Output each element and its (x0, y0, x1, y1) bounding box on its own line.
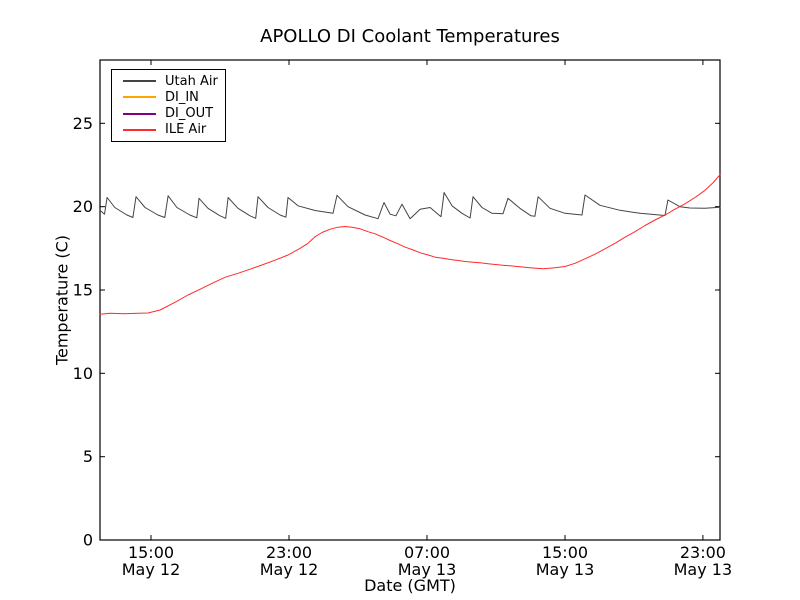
x-tick-date-label: May 12 (260, 560, 319, 579)
x-tick-date-label: May 13 (536, 560, 595, 579)
x-axis-label: Date (GMT) (364, 576, 456, 595)
y-tick-label: 25 (73, 114, 93, 133)
legend-label-utah-air: Utah Air (165, 73, 218, 89)
legend-label-di-out: DI_OUT (165, 106, 214, 122)
y-axis-label: Temperature (C) (52, 234, 72, 366)
x-tick-time-label: 23:00 (680, 543, 726, 562)
legend-label-di-in: DI_IN (165, 89, 199, 105)
series-ile-air-line (99, 174, 721, 315)
legend-label-ile-air: ILE Air (165, 122, 207, 138)
x-tick-date-label: May 12 (122, 560, 181, 579)
y-tick-label: 5 (83, 447, 93, 466)
x-tick-time-label: 15:00 (542, 543, 588, 562)
legend: Utah Air DI_IN DI_OUT ILE Air (111, 69, 226, 142)
series-utah-air-line (99, 192, 721, 220)
legend-item-ile-air: ILE Air (112, 123, 225, 136)
axes-frame (99, 59, 721, 541)
x-tick-time-label: 23:00 (266, 543, 312, 562)
chart-title: APOLLO DI Coolant Temperatures (260, 26, 560, 47)
x-tick-time-label: 07:00 (404, 543, 450, 562)
x-tick-time-label: 15:00 (128, 543, 174, 562)
y-tick-label: 20 (73, 197, 93, 216)
y-tick-label: 0 (83, 531, 93, 550)
di-in-line-swatch (123, 96, 156, 99)
x-tick-date-label: May 13 (674, 560, 733, 579)
y-tick-label: 10 (73, 364, 93, 383)
utah-air-line-swatch (123, 80, 156, 83)
legend-item-utah-air: Utah Air (112, 75, 225, 88)
y-tick-label: 15 (73, 281, 93, 300)
x-tick-date-label: May 13 (398, 560, 457, 579)
legend-item-di-out: DI_OUT (112, 107, 225, 120)
ile-air-line-swatch (123, 128, 156, 131)
legend-item-di-in: DI_IN (112, 91, 225, 104)
di-out-line-swatch (123, 112, 156, 115)
